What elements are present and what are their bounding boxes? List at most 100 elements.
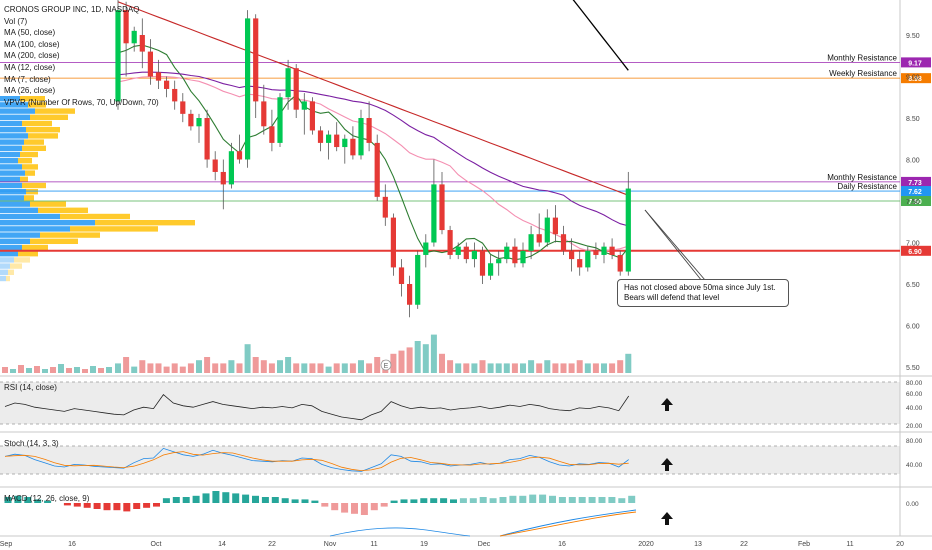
candle-body bbox=[245, 18, 251, 160]
volume-bar bbox=[455, 363, 462, 373]
indicator-ma100[interactable]: MA (100, close) bbox=[4, 39, 60, 49]
vpvr-up-bar bbox=[0, 108, 35, 114]
vpvr-down-bar bbox=[20, 176, 28, 182]
macd-hist-bar bbox=[479, 497, 487, 503]
macd-hist-bar bbox=[14, 495, 22, 503]
volume-bar bbox=[171, 363, 178, 373]
macd-hist-bar bbox=[44, 500, 52, 503]
earnings-marker[interactable]: E bbox=[380, 359, 392, 371]
volume-bar bbox=[406, 347, 413, 373]
candle-body bbox=[285, 68, 291, 98]
volume-bar bbox=[187, 363, 194, 373]
volume-bar bbox=[487, 363, 494, 373]
vpvr-down-bar bbox=[20, 151, 38, 158]
volume-bar bbox=[268, 363, 275, 373]
trade-annotation[interactable]: Has not closed above 50ma since July 1st… bbox=[617, 279, 789, 307]
candle-body bbox=[447, 230, 453, 255]
level-badge bbox=[901, 57, 931, 68]
volume-bar bbox=[511, 363, 518, 373]
volume-bar bbox=[147, 363, 154, 373]
candlesticks bbox=[115, 0, 631, 318]
price-axis: 9.50 9.00 8.50 8.00 7.50 7.00 6.50 6.00 5.50 bbox=[906, 33, 920, 372]
candle-body bbox=[131, 30, 137, 44]
stoch-k-line bbox=[4, 447, 629, 472]
volume-bar bbox=[98, 368, 104, 373]
indicator-ma12[interactable]: MA (12, close) bbox=[4, 62, 56, 72]
macd-label[interactable]: MACD (12, 26, close, 9) bbox=[4, 494, 90, 503]
volume-bar bbox=[341, 363, 348, 373]
candle-body bbox=[488, 263, 494, 276]
candle-body bbox=[293, 68, 299, 110]
rsi-label[interactable]: RSI (14, close) bbox=[4, 383, 57, 392]
candle-body bbox=[407, 284, 413, 305]
indicator-ma7[interactable]: MA (7, close) bbox=[4, 74, 51, 84]
volume-bar bbox=[560, 363, 567, 373]
ma12-line bbox=[117, 44, 629, 261]
vpvr-up-bar bbox=[0, 207, 38, 213]
macd-hist-bar bbox=[489, 498, 497, 503]
volume-bar bbox=[260, 360, 267, 373]
macd-hist-bar bbox=[568, 497, 576, 503]
vpvr-up-bar bbox=[0, 244, 22, 251]
candle-body bbox=[382, 196, 388, 218]
volume-bar bbox=[430, 334, 437, 373]
volume-bar bbox=[325, 366, 332, 373]
vpvr-down-bar bbox=[40, 232, 100, 238]
volume-bar bbox=[552, 363, 559, 373]
macd-hist-bar bbox=[380, 503, 388, 507]
volume-bar bbox=[463, 363, 470, 373]
candle-body bbox=[528, 234, 534, 251]
level-label: Daily Resistance bbox=[837, 182, 897, 191]
vpvr-up-bar bbox=[0, 220, 95, 226]
time-tick-label: 16 bbox=[558, 541, 566, 548]
macd-hist-bar bbox=[232, 493, 240, 503]
stoch-label[interactable]: Stoch (14, 3, 3) bbox=[4, 439, 59, 448]
volume-bar bbox=[285, 357, 292, 373]
symbol-legend: CRONOS GROUP INC, 1D, NASDAQ Vol (7) MA … bbox=[4, 4, 159, 108]
indicator-ma200[interactable]: MA (200, close) bbox=[4, 51, 60, 61]
indicator-ma26[interactable]: MA (26, close) bbox=[4, 86, 56, 96]
macd-hist-bar bbox=[509, 495, 517, 503]
indicator-vol[interactable]: Vol (7) bbox=[4, 16, 28, 26]
indicator-ma50[interactable]: MA (50, close) bbox=[4, 28, 56, 38]
arrow-up-icon bbox=[661, 512, 673, 525]
vpvr-up-bar bbox=[0, 213, 60, 220]
macd-hist-bar bbox=[450, 499, 457, 503]
rsi-tick-label: 20.00 bbox=[906, 423, 923, 430]
volume-bar bbox=[82, 369, 88, 373]
price-tick-label: 9.00 bbox=[906, 75, 920, 82]
candle-body bbox=[164, 80, 170, 89]
volume-bar bbox=[309, 363, 316, 373]
candle-body bbox=[317, 130, 324, 143]
macd-hist-bar bbox=[608, 497, 616, 503]
price-tick-label: 8.00 bbox=[906, 158, 920, 165]
vpvr-down-bar bbox=[35, 108, 75, 114]
indicator-vpvr[interactable]: VPVR (Number Of Rows, 70, Up/Down, 70) bbox=[4, 97, 159, 107]
volume-bar bbox=[293, 363, 300, 373]
vpvr-down-bar bbox=[22, 164, 38, 170]
volume-bar bbox=[131, 366, 138, 373]
macd-hist-bar bbox=[172, 497, 180, 503]
volume-bar bbox=[34, 366, 40, 373]
stoch-tick-label: 80.00 bbox=[906, 438, 923, 445]
candle-body bbox=[172, 88, 178, 102]
macd-hist-bar bbox=[301, 499, 309, 503]
ma50-line bbox=[117, 71, 629, 227]
time-tick-label: Oct bbox=[151, 541, 162, 548]
macd-hist-bar bbox=[34, 499, 42, 503]
volume-bar bbox=[244, 344, 251, 373]
macd-hist-bar bbox=[628, 495, 636, 503]
volume-bar bbox=[228, 360, 235, 373]
volume-bar bbox=[495, 363, 502, 373]
vpvr-up-bar bbox=[0, 158, 18, 164]
macd-hist-bar bbox=[618, 498, 626, 503]
vpvr-up-bar bbox=[0, 96, 20, 102]
candle-body bbox=[342, 138, 348, 148]
macd-hist-bar bbox=[558, 497, 566, 503]
macd-hist-bar bbox=[113, 503, 121, 511]
time-tick-label: 19 bbox=[420, 541, 428, 548]
volume-bar bbox=[236, 363, 243, 373]
volume-bar bbox=[18, 365, 24, 373]
time-tick-label: 11 bbox=[846, 541, 853, 548]
